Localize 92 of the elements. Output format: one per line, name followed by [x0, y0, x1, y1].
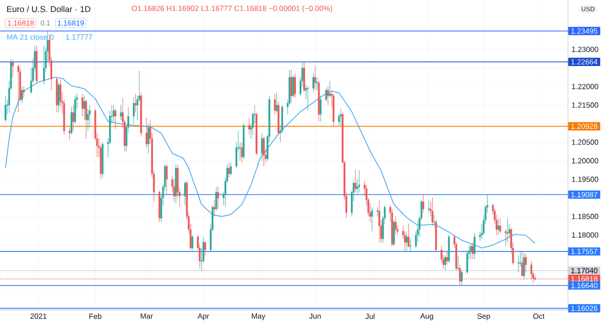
- candlestick: [312, 73, 314, 92]
- candlestick: [248, 118, 250, 135]
- candlestick: [56, 77, 58, 113]
- candlestick: [17, 64, 20, 113]
- candlestick: [472, 242, 474, 260]
- candlestick: [446, 252, 448, 265]
- candlestick: [306, 86, 309, 111]
- candlestick: [428, 200, 430, 213]
- candlestick: [320, 96, 322, 122]
- candlestick: [88, 104, 91, 128]
- candlestick: [432, 198, 434, 226]
- text: Euro / U.S. Dollar · 1D: [7, 6, 90, 12]
- candlestick: [410, 238, 412, 252]
- candlestick: [217, 186, 219, 210]
- candlestick: [294, 73, 296, 98]
- candlestick: [120, 104, 122, 120]
- candlestick: [328, 80, 331, 98]
- candlestick: [22, 86, 25, 98]
- candlestick: [114, 108, 116, 130]
- candlestick: [303, 62, 306, 92]
- candlestick: [82, 94, 84, 116]
- candlestick: [444, 255, 446, 270]
- candlestick: [12, 60, 14, 78]
- candlestick: [435, 220, 437, 252]
- candlestick: [256, 112, 258, 156]
- candlestick: [523, 253, 525, 280]
- candlestick: [43, 46, 45, 85]
- candlestick: [146, 118, 148, 148]
- candlestick: [470, 244, 472, 260]
- line-series: [5, 76, 536, 248]
- candlestick: [290, 70, 292, 104]
- candlestick: [433, 214, 436, 228]
- candlestick: [112, 104, 114, 122]
- candlestick: [504, 229, 507, 246]
- candlestick: [378, 200, 380, 243]
- candlestick: [140, 92, 142, 137]
- candlestick: [166, 164, 168, 194]
- candlestick: [70, 106, 72, 135]
- candlestick: [204, 240, 206, 256]
- candlestick: [274, 94, 276, 114]
- candlestick: [72, 104, 74, 132]
- candlestick: [422, 194, 424, 213]
- candlestick: [102, 142, 104, 178]
- candlestick: [85, 99, 87, 139]
- candlestick: [148, 123, 150, 154]
- candlestick: [371, 207, 373, 232]
- candlestick: [240, 142, 243, 163]
- candlestick: [213, 200, 216, 217]
- candlestick: [276, 92, 278, 113]
- candlestick: [21, 86, 23, 104]
- candlestick: [376, 207, 378, 217]
- candlestick: [184, 181, 186, 206]
- candlestick: [36, 46, 38, 83]
- candlestick: [460, 270, 463, 286]
- candlestick: [262, 136, 265, 166]
- candlestick: [521, 251, 524, 276]
- candlestick: [228, 162, 230, 178]
- candlestick: [358, 170, 360, 192]
- candlestick: [83, 96, 86, 120]
- candlestick: [230, 162, 232, 176]
- candlestick: [242, 123, 245, 160]
- candlestick: [318, 80, 320, 122]
- candlestick: [87, 108, 89, 132]
- candlestick: [134, 94, 136, 113]
- candlestick: [457, 255, 459, 270]
- candlestick: [391, 208, 393, 246]
- candlestick: [314, 66, 316, 90]
- candlestick: [192, 234, 194, 250]
- candlestick: [175, 164, 177, 204]
- candlestick: [408, 224, 410, 248]
- candlestick: [74, 96, 76, 124]
- candlestick: [474, 233, 476, 260]
- candlestick: [261, 132, 263, 161]
- candlestick: [406, 233, 408, 252]
- candlestick: [132, 97, 135, 124]
- candlestick: [518, 255, 520, 272]
- candlestick: [354, 170, 356, 192]
- candlestick: [278, 101, 280, 135]
- candlestick: [325, 88, 328, 102]
- candlestick: [68, 127, 71, 140]
- candlestick: [158, 190, 160, 222]
- candlestick: [506, 218, 508, 243]
- candlestick: [499, 218, 502, 234]
- candlestick: [332, 94, 334, 126]
- candlestick: [340, 108, 342, 126]
- candlestick: [58, 82, 60, 113]
- candlestick: [393, 220, 395, 246]
- candlestick: [316, 77, 318, 90]
- candlestick: [524, 253, 527, 272]
- candlestick: [448, 234, 450, 263]
- candlestick: [497, 218, 500, 236]
- candlestick: [327, 86, 329, 106]
